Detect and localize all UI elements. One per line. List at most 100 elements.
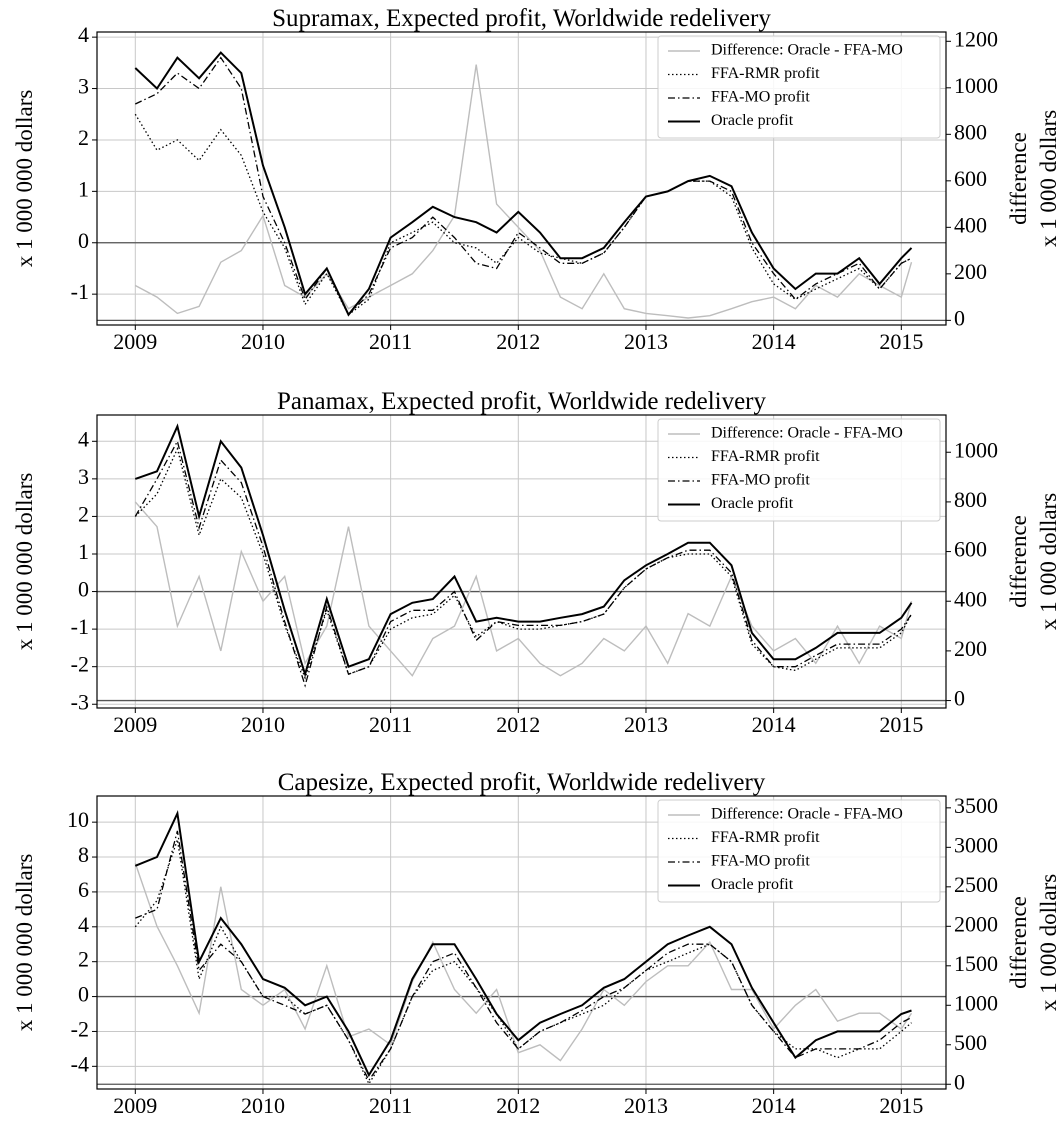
y-tick-label: 0	[78, 577, 89, 602]
y-tick-label: -3	[71, 689, 89, 714]
legend-label: Difference: Oracle - FFA-MO	[711, 42, 903, 59]
y2-tick-label: 200	[954, 259, 987, 284]
y2-tick-label: 600	[954, 537, 987, 562]
legend-box	[657, 799, 941, 903]
y-tick-label: -4	[71, 1051, 89, 1076]
x-tick-label: 2014	[752, 712, 796, 737]
x-tick-label: 2011	[369, 329, 412, 354]
x-tick-label: 2011	[369, 1093, 412, 1118]
y2-tick-label: 0	[954, 305, 965, 330]
y-tick-label: 8	[78, 842, 89, 867]
x-tick-label: 2012	[496, 1093, 540, 1118]
x-tick-label: 2015	[879, 329, 923, 354]
x-tick-label: 2012	[496, 712, 540, 737]
legend-label: FFA-RMR profit	[711, 65, 820, 82]
y-tick-label: 4	[78, 426, 89, 451]
y2-tick-label: 1000	[954, 73, 998, 98]
legend-label: Difference: Oracle - FFA-MO	[711, 806, 903, 823]
y-tick-label: 2	[78, 501, 89, 526]
panel-title: Supramax, Expected profit, Worldwide red…	[272, 5, 771, 32]
panel-title: Panamax, Expected profit, Worldwide rede…	[277, 388, 767, 415]
legend-label: Oracle profit	[711, 112, 794, 129]
y2-tick-label: 1500	[954, 951, 998, 976]
x-tick-label: 2009	[113, 712, 157, 737]
series-line	[134, 862, 913, 1062]
y-tick-label: 10	[67, 807, 89, 832]
y-axis-label: x 1 000 000 dollars	[12, 473, 37, 651]
legend-label: Oracle profit	[711, 876, 794, 893]
legend-label: FFA-MO profit	[711, 89, 810, 106]
y2-tick-label: 3000	[954, 832, 998, 857]
plot-frame	[96, 414, 947, 709]
x-tick-label: 2009	[113, 329, 157, 354]
x-tick-label: 2010	[241, 329, 285, 354]
x-tick-label: 2013	[624, 712, 668, 737]
legend: Difference: Oracle - FFA-MO FFA-RMR profi…	[657, 35, 941, 139]
series-line	[134, 501, 913, 677]
y2-tick-label: 2000	[954, 911, 998, 936]
y2-tick-label: 1000	[954, 990, 998, 1015]
y2-tick-label: 1200	[954, 26, 998, 51]
y2-axis-label: difference	[1006, 896, 1031, 989]
plot-frame	[96, 795, 947, 1090]
y2-axis-label: difference	[1006, 515, 1031, 608]
y2-tick-label: 800	[954, 487, 987, 512]
y-tick-label: 6	[78, 877, 89, 902]
legend: Difference: Oracle - FFA-MO FFA-RMR profi…	[657, 418, 941, 522]
series-line	[134, 809, 912, 1078]
y-tick-label: 1	[78, 176, 89, 201]
x-tick-label: 2010	[241, 712, 285, 737]
y2-axis-label: x 1 000 dollars	[1036, 874, 1061, 1011]
panel: Capesize, Expected profit, Worldwide red…	[12, 769, 1061, 1118]
series-line	[134, 113, 912, 316]
y-tick-label: -1	[71, 279, 89, 304]
y-tick-label: 3	[78, 464, 89, 489]
panel: Panamax, Expected profit, Worldwide rede…	[12, 388, 1061, 737]
y2-tick-label: 500	[954, 1030, 987, 1055]
panel: Supramax, Expected profit, Worldwide red…	[12, 5, 1061, 354]
series-line	[134, 446, 913, 680]
y2-axis-label: difference	[1006, 132, 1031, 225]
y2-tick-label: 200	[954, 636, 987, 661]
legend-label: FFA-MO profit	[711, 853, 810, 870]
y-tick-label: -2	[71, 1016, 89, 1041]
y2-tick-label: 400	[954, 586, 987, 611]
y2-tick-label: 2500	[954, 872, 998, 897]
y2-tick-label: 600	[954, 166, 987, 191]
y-tick-label: 2	[78, 947, 89, 972]
y2-axis-label: x 1 000 dollars	[1036, 110, 1061, 247]
x-tick-label: 2013	[624, 329, 668, 354]
y2-axis-label: x 1 000 dollars	[1036, 493, 1061, 630]
x-tick-label: 2009	[113, 1093, 157, 1118]
y-axis-label: x 1 000 000 dollars	[12, 854, 37, 1032]
series-line	[134, 839, 912, 1086]
legend: Difference: Oracle - FFA-MO FFA-RMR profi…	[657, 799, 941, 903]
y-tick-label: 3	[78, 74, 89, 99]
x-tick-label: 2015	[879, 712, 923, 737]
series-line	[134, 51, 913, 317]
x-tick-label: 2013	[624, 1093, 668, 1118]
y-tick-label: 0	[78, 228, 89, 253]
y2-tick-label: 0	[954, 1069, 965, 1094]
x-tick-label: 2014	[752, 329, 796, 354]
y-tick-label: 2	[78, 125, 89, 150]
legend-label: FFA-RMR profit	[711, 448, 820, 465]
legend-label: FFA-MO profit	[711, 472, 810, 489]
series-line	[135, 56, 912, 316]
legend-box	[657, 418, 941, 522]
y-tick-label: 0	[78, 982, 89, 1007]
x-tick-label: 2011	[369, 712, 412, 737]
y2-tick-label: 1000	[954, 437, 998, 462]
y-tick-label: -1	[71, 614, 89, 639]
y-axis-label: x 1 000 000 dollars	[12, 90, 37, 268]
x-tick-label: 2012	[496, 329, 540, 354]
y2-tick-label: 0	[954, 686, 965, 711]
y-tick-label: 1	[78, 539, 89, 564]
plot-frame	[96, 31, 947, 326]
series-line	[134, 423, 913, 678]
legend-label: Difference: Oracle - FFA-MO	[711, 425, 903, 442]
x-tick-label: 2010	[241, 1093, 285, 1118]
x-tick-label: 2014	[752, 1093, 796, 1118]
legend-label: Oracle profit	[711, 495, 794, 512]
